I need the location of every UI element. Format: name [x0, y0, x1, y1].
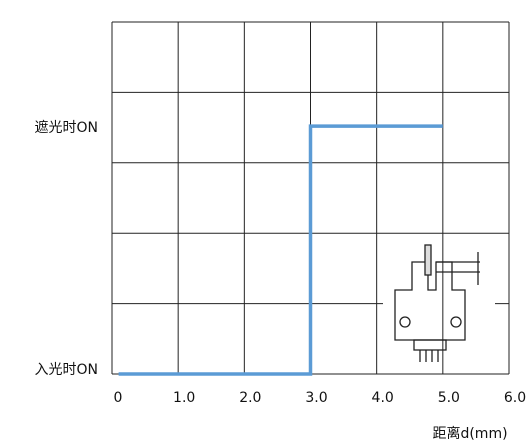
- x-tick-label: 1.0: [173, 390, 195, 406]
- x-axis-title: 距离d(mm): [432, 425, 507, 442]
- x-tick-label: 0: [114, 390, 123, 406]
- data-line: [118, 124, 443, 376]
- x-tick-label: 3.0: [305, 390, 327, 406]
- x-tick-label: 6.0: [504, 390, 526, 406]
- sensor-icon: [383, 240, 495, 370]
- y-tick-label: 入光时ON: [35, 362, 99, 378]
- y-tick-label: 遮光时ON: [35, 120, 99, 136]
- x-tick-label: 4.0: [372, 390, 394, 406]
- x-tick-label: 2.0: [239, 390, 261, 406]
- x-tick-label: 5.0: [438, 390, 460, 406]
